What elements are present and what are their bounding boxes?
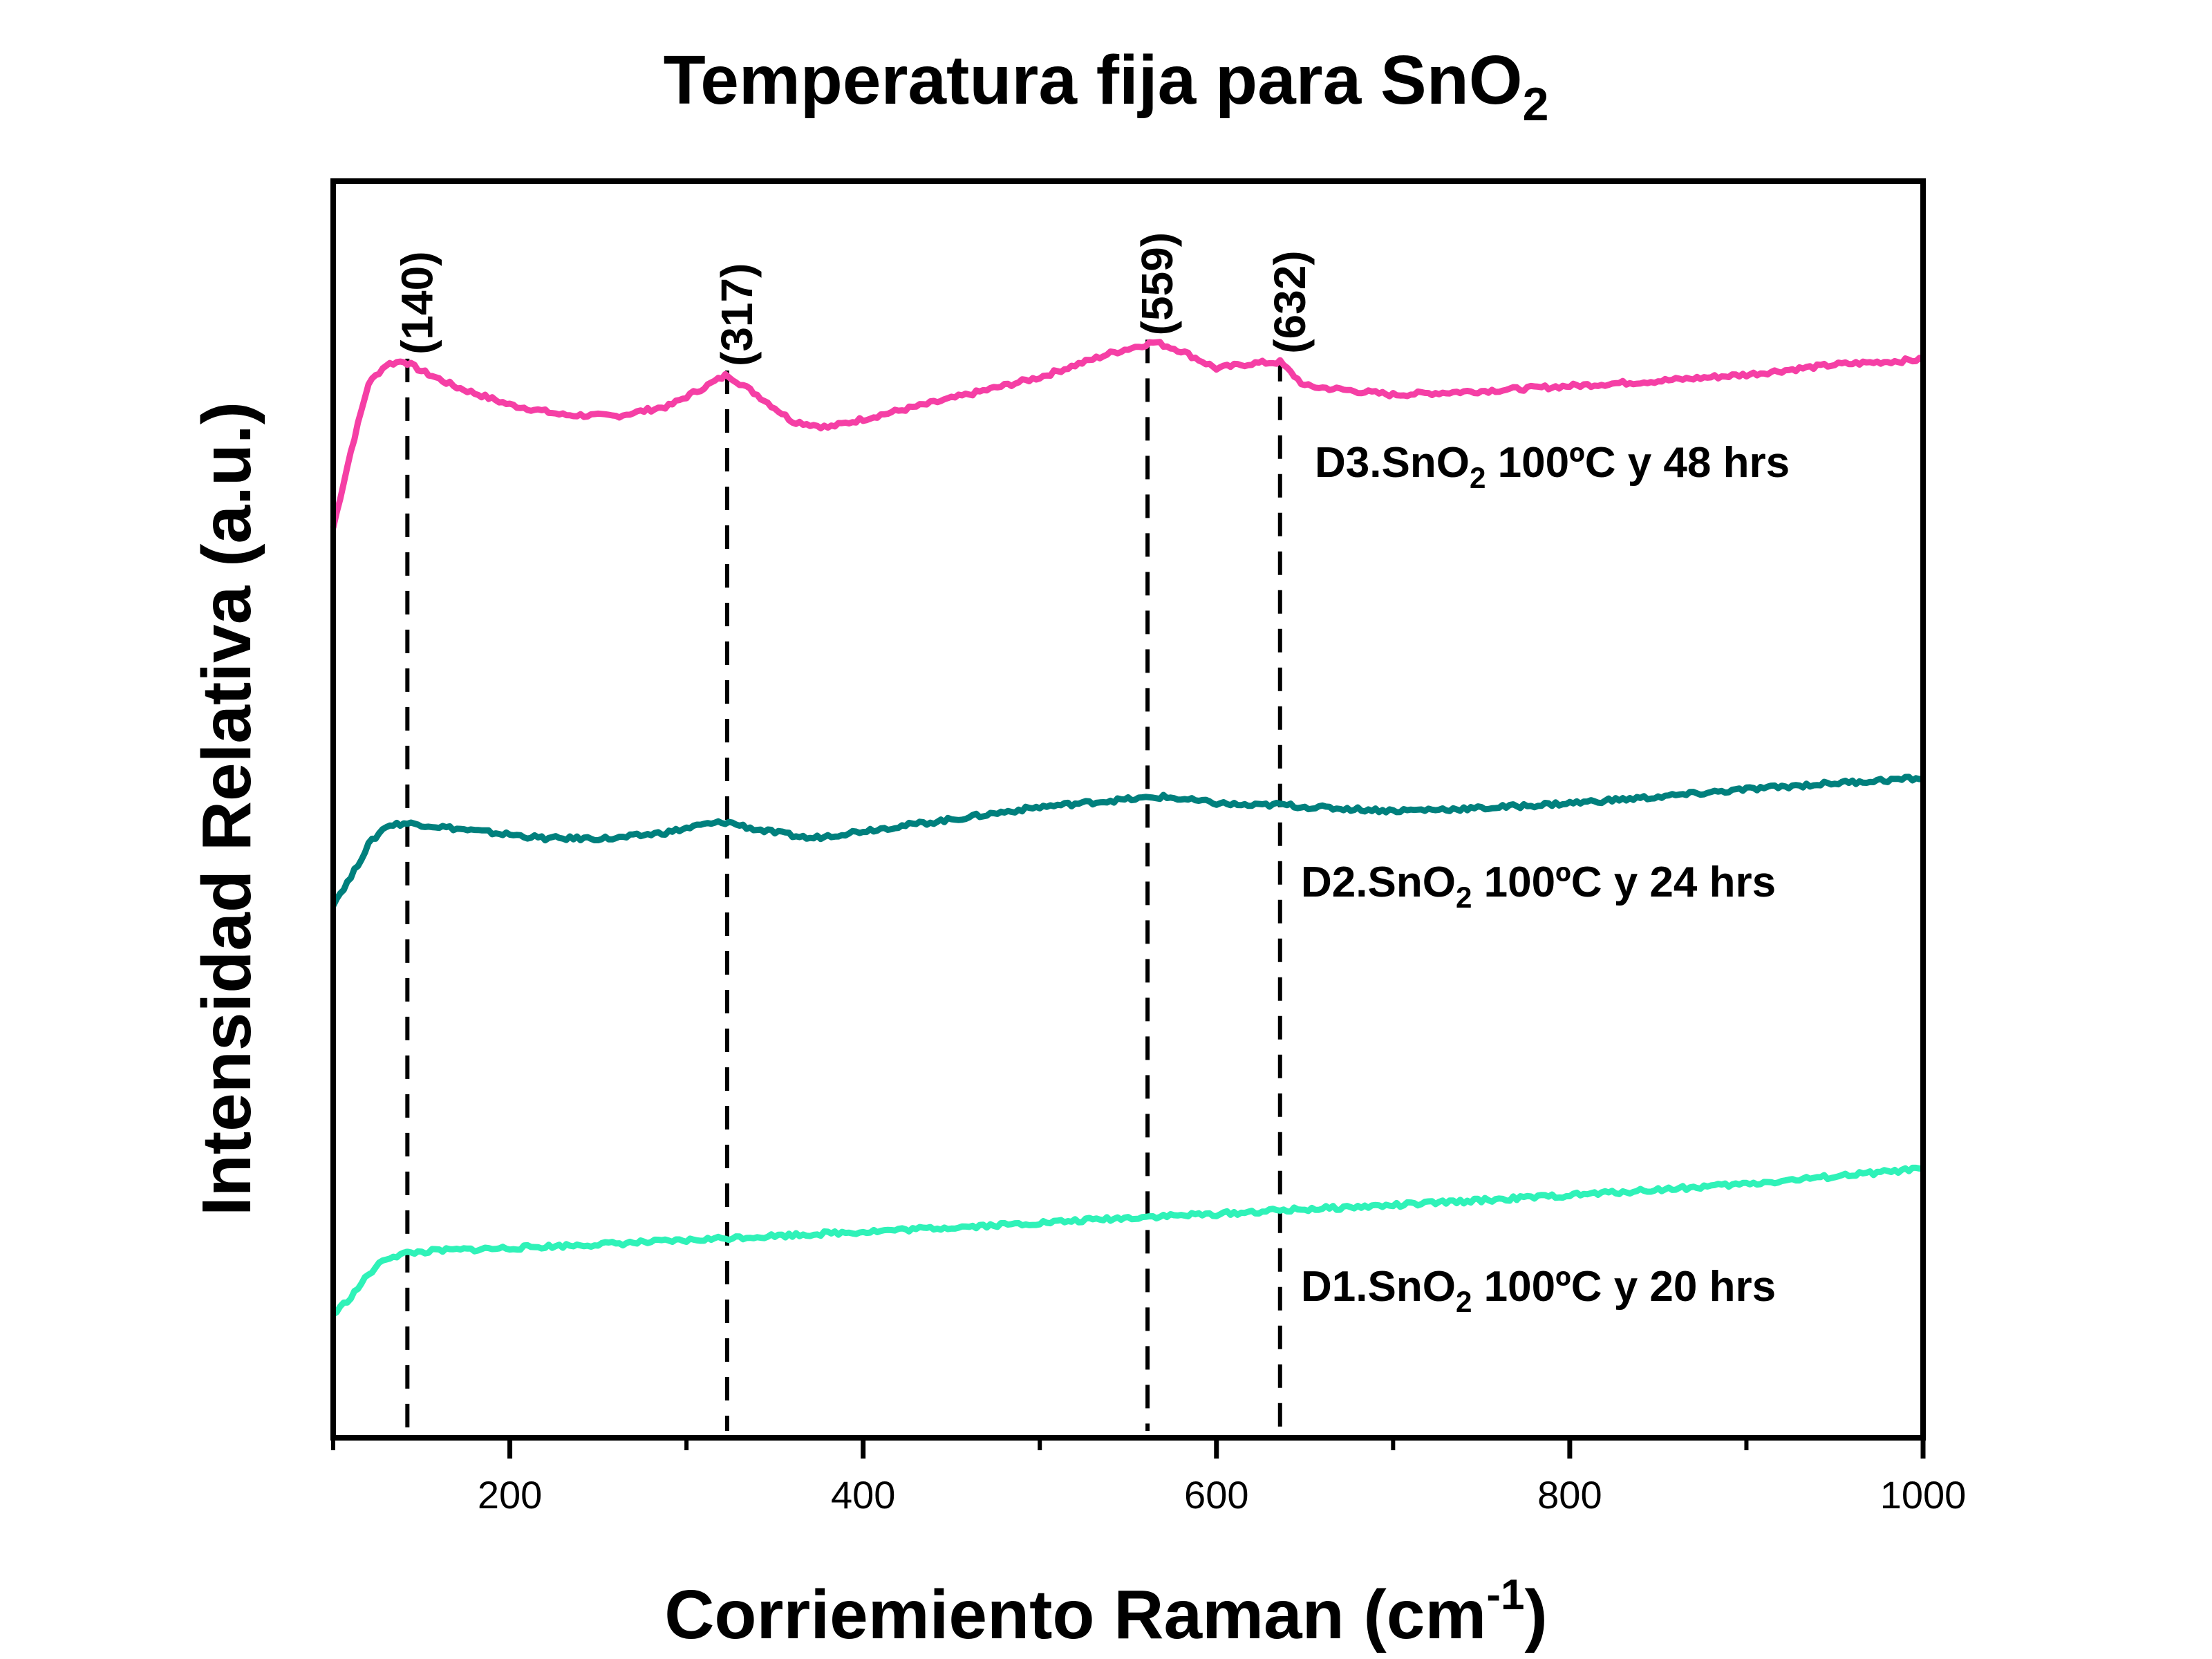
peak-label-2: (317) [712,263,762,366]
series-label-3: D1.SnO2 100ºC y 20 hrs [1301,1263,1776,1318]
x-tick-label-5: 1000 [1880,1473,1967,1517]
x-axis-title-main: Corriemiento Raman (cm [664,1576,1486,1653]
series-label-2: D2.SnO2 100ºC y 24 hrs [1301,859,1776,914]
chart-title-sub: 2 [1523,78,1549,131]
peak-label-4: (632) [1265,250,1315,353]
peak-label-3: (559) [1132,232,1182,335]
x-axis-title-tail: ) [1525,1576,1548,1653]
x-axis-title: Corriemiento Raman (cm-1) [664,1571,1548,1653]
peak-markers [405,339,1282,1431]
peak-label-1: (140) [392,251,442,354]
x-tick-label-2: 400 [831,1473,895,1517]
x-tick-label-3: 600 [1184,1473,1248,1517]
plot-frame [330,178,1926,1441]
x-tick-label-4: 800 [1537,1473,1602,1517]
plot-area: 200 400 600 800 1000 [330,178,1967,1517]
series-label-1: D3.SnO2 100ºC y 48 hrs [1315,439,1790,494]
series-labels: (140) (317) (559) (632) D3.SnO2 100ºC y 48 h… [392,232,1790,1318]
x-axis-ticks: 200 400 600 800 1000 [331,1438,1967,1517]
x-tick-label-1: 200 [478,1473,542,1517]
y-axis-title: Intensidad Relativa (a.u.) [188,402,265,1216]
chart-title: Temperatura fija para SnO2 [664,41,1549,131]
chart-title-main: Temperatura fija para SnO [664,41,1523,119]
series-line-3 [331,1164,1924,1318]
series-line-2 [330,774,1924,908]
series-lines [330,339,1925,1318]
series-line-1 [330,339,1925,529]
x-axis-title-sup: -1 [1486,1571,1524,1619]
